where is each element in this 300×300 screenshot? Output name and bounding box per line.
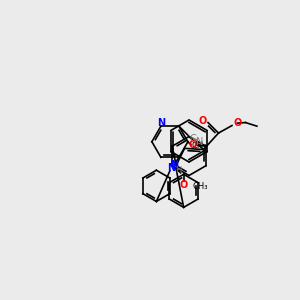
Text: C: C [189,134,196,144]
Text: N: N [167,164,175,173]
Text: O: O [233,118,242,128]
Text: H: H [175,166,182,175]
Text: O: O [179,180,188,190]
Text: CH₃: CH₃ [192,182,208,191]
Text: CH₃: CH₃ [191,141,207,150]
Text: N: N [196,137,203,147]
Text: N: N [170,160,178,170]
Text: O: O [189,140,197,150]
Text: N: N [157,118,165,128]
Text: O: O [199,116,207,126]
